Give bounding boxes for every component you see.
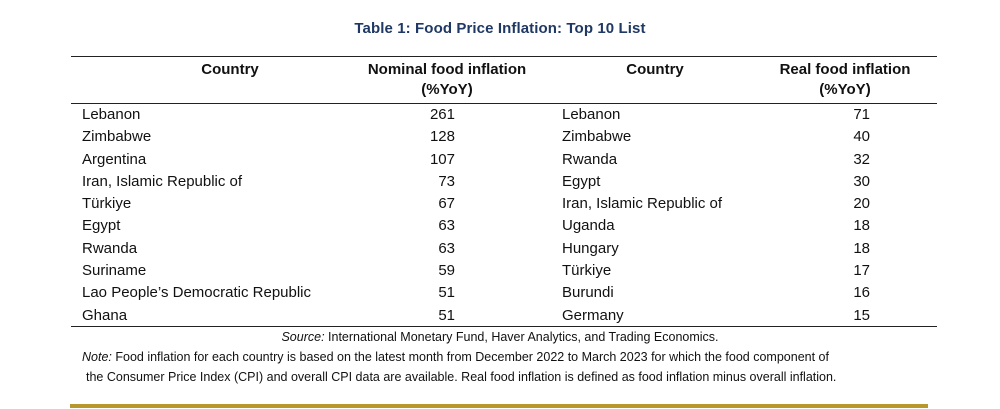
table-title: Table 1: Food Price Inflation: Top 10 Li…	[354, 20, 646, 37]
header-country-real: Country	[575, 60, 735, 80]
table-row: Lao People’s Democratic Republic 51 Buru…	[0, 282, 1000, 304]
header-real-inflation: Real food inflation (%YoY)	[760, 60, 930, 100]
decorative-bottom-rule	[70, 404, 928, 408]
nominal-value-cell: 73	[438, 172, 455, 190]
header-rule	[71, 103, 937, 104]
header-real-line2: (%YoY)	[819, 81, 871, 98]
country-real-cell: Burundi	[562, 284, 614, 302]
country-real-cell: Türkiye	[562, 262, 612, 280]
real-value-cell: 18	[853, 217, 870, 235]
country-real-cell: Zimbabwe	[562, 128, 632, 146]
country-nominal-cell: Iran, Islamic Republic of	[82, 172, 243, 190]
real-value-cell: 32	[853, 150, 870, 168]
country-nominal-cell: Lebanon	[82, 106, 141, 123]
header-country-nominal: Country	[150, 60, 310, 80]
note-block: Note: Food inflation for each country is…	[82, 347, 932, 387]
real-value-cell: 30	[853, 172, 870, 190]
nominal-value-cell: 51	[438, 306, 455, 324]
real-value-cell: 20	[853, 195, 870, 213]
note-line2: the Consumer Price Index (CPI) and overa…	[86, 370, 837, 384]
country-real-cell: Iran, Islamic Republic of	[562, 195, 723, 213]
table-body: Lebanon 261 Lebanon 71 Zimbabwe 128 Zimb…	[0, 104, 1000, 327]
country-real-cell: Uganda	[562, 217, 615, 235]
country-nominal-cell: Lao People’s Democratic Republic	[82, 284, 312, 302]
country-real-cell: Germany	[562, 306, 624, 324]
country-real-cell: Hungary	[562, 239, 619, 257]
country-nominal-cell: Suriname	[82, 262, 147, 280]
source-text: International Monetary Fund, Haver Analy…	[324, 330, 719, 344]
real-value-cell: 18	[853, 239, 870, 257]
source-line: Source: International Monetary Fund, Hav…	[0, 330, 1000, 344]
country-nominal-cell: Türkiye	[82, 195, 132, 213]
nominal-value-cell: 128	[429, 128, 455, 146]
header-real-line1: Real food inflation	[779, 61, 911, 78]
country-nominal-cell: Ghana	[82, 306, 128, 324]
table-row: Rwanda 63 Hungary 18	[0, 238, 1000, 260]
table-row: Iran, Islamic Republic of 73 Egypt 30	[0, 171, 1000, 193]
real-value-cell: 40	[853, 128, 870, 146]
table-bottom-rule	[71, 326, 937, 327]
nominal-value-cell: 67	[438, 195, 455, 213]
table-top-rule	[71, 56, 937, 57]
table-row: Ghana 51 Germany 15	[0, 305, 1000, 327]
header-nominal-line2: (%YoY)	[421, 81, 473, 98]
country-nominal-cell: Zimbabwe	[82, 128, 152, 146]
country-real-cell: Rwanda	[562, 150, 618, 168]
nominal-value-cell: 59	[438, 262, 455, 280]
note-line1: Food inflation for each country is based…	[111, 350, 829, 364]
header-country-label: Country	[626, 61, 684, 78]
nominal-value-cell: 261	[429, 106, 455, 123]
nominal-value-cell: 51	[438, 284, 455, 302]
table-row: Zimbabwe 128 Zimbabwe 40	[0, 126, 1000, 148]
nominal-value-cell: 63	[438, 217, 455, 235]
header-nominal-inflation: Nominal food inflation (%YoY)	[347, 60, 547, 100]
header-country-label: Country	[201, 61, 259, 78]
table-row: Lebanon 261 Lebanon 71	[0, 104, 1000, 126]
country-nominal-cell: Argentina	[82, 150, 147, 168]
real-value-cell: 71	[853, 106, 870, 123]
nominal-value-cell: 63	[438, 239, 455, 257]
table-row: Egypt 63 Uganda 18	[0, 215, 1000, 237]
table-row: Argentina 107 Rwanda 32	[0, 149, 1000, 171]
table-row: Suriname 59 Türkiye 17	[0, 260, 1000, 282]
real-value-cell: 15	[853, 306, 870, 324]
note-label: Note:	[82, 350, 112, 364]
nominal-value-cell: 107	[429, 150, 455, 168]
country-nominal-cell: Rwanda	[82, 239, 138, 257]
country-real-cell: Egypt	[562, 172, 601, 190]
country-real-cell: Lebanon	[562, 106, 621, 123]
country-nominal-cell: Egypt	[82, 217, 121, 235]
real-value-cell: 17	[853, 262, 870, 280]
header-nominal-line1: Nominal food inflation	[367, 61, 527, 78]
real-value-cell: 16	[853, 284, 870, 302]
source-label: Source:	[281, 330, 325, 344]
table-row: Türkiye 67 Iran, Islamic Republic of 20	[0, 193, 1000, 215]
